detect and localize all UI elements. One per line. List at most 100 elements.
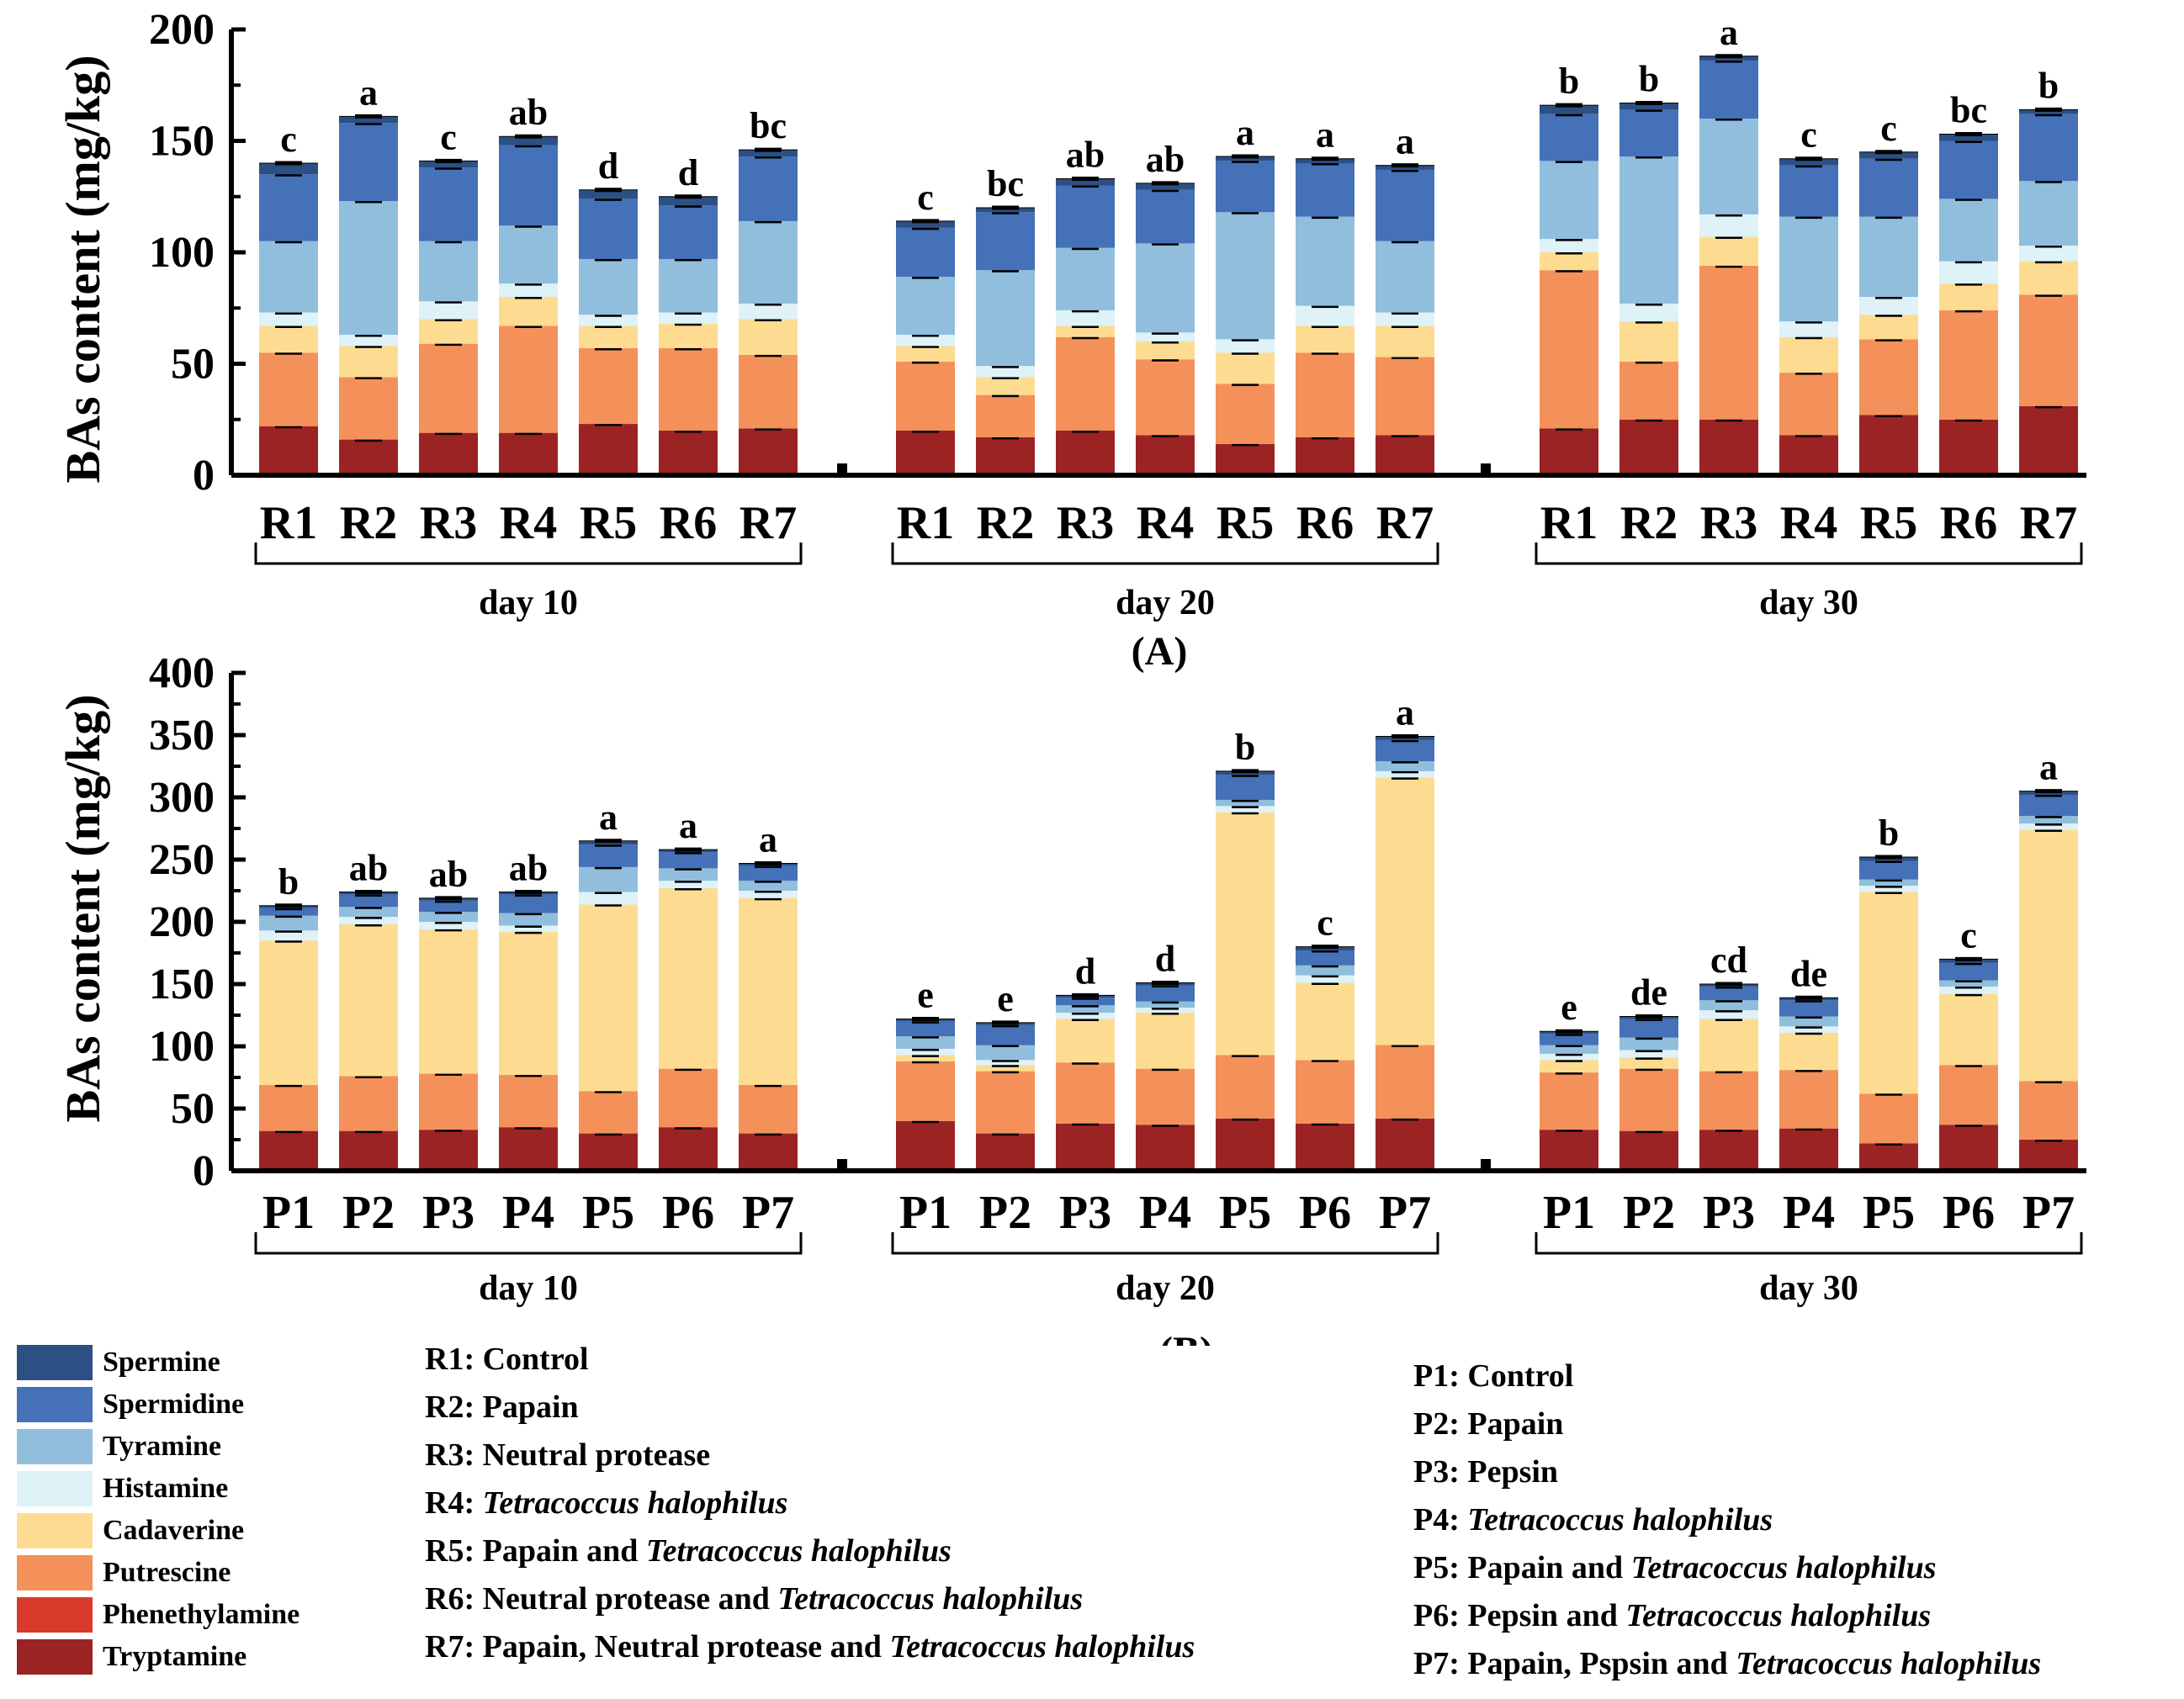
- bar-segment-spermidine: [1619, 1019, 1678, 1038]
- legend-label: Spermine: [103, 1347, 220, 1378]
- bar-segment-spermidine: [499, 894, 558, 913]
- significance-letter: ab: [1146, 139, 1185, 180]
- bar-segment-cadaverine: [1216, 812, 1275, 1056]
- bar-segment-histamine: [339, 335, 398, 347]
- x-tick-label: P1: [1543, 1187, 1595, 1239]
- bar-segment-histamine: [1939, 986, 1998, 994]
- y-tick-label: 250: [149, 836, 215, 884]
- significance-letter: ab: [509, 92, 548, 133]
- y-tick-label: 50: [171, 1085, 215, 1133]
- bar-segment-histamine: [1540, 1053, 1598, 1061]
- bar-segment-spermidine: [259, 908, 318, 916]
- treatment-code: R2:: [425, 1389, 475, 1425]
- bar-segment-histamine: [2019, 246, 2078, 262]
- x-tick-label: R2: [977, 497, 1034, 549]
- bar-segment-cadaverine: [1939, 283, 1998, 310]
- x-tick-label: P6: [1299, 1187, 1351, 1239]
- bar-segment-cadaverine: [659, 323, 718, 348]
- bar-segment-tryptamine: [896, 1120, 955, 1171]
- bar-segment-spermidine: [1216, 161, 1275, 213]
- bar-segment-tyramine: [339, 907, 398, 918]
- bar-segment-cadaverine: [1540, 1060, 1598, 1073]
- treatment-code: R6:: [425, 1581, 475, 1617]
- bar-segment-tryptamine: [579, 1133, 638, 1171]
- bar-segment-cadaverine: [1619, 321, 1678, 362]
- bar-segment-histamine: [1779, 321, 1838, 337]
- significance-letter: a: [599, 797, 618, 838]
- bar-segment-histamine: [499, 925, 558, 932]
- treatment-text: Papain, Neutral protease and: [474, 1629, 882, 1665]
- treatment-description: R4: Tetracoccus halophilus: [425, 1485, 787, 1522]
- bar-segment-spermine: [1619, 103, 1678, 110]
- bar-segment-spermidine: [1296, 950, 1354, 966]
- bar-segment-putrescine: [739, 354, 798, 429]
- bar-segment-tryptamine: [1939, 1125, 1998, 1171]
- legend-swatch: [17, 1345, 93, 1380]
- x-tick-label: R1: [897, 497, 954, 549]
- bar-segment-tryptamine: [659, 431, 718, 475]
- legend-item-spermidine: Spermidine: [17, 1385, 244, 1424]
- bar-segment-putrescine: [1939, 1065, 1998, 1125]
- significance-letter: d: [598, 146, 618, 187]
- bar-segment-tryptamine: [259, 426, 318, 475]
- treatment-text: Control: [1459, 1358, 1574, 1394]
- bar-segment-cadaverine: [739, 897, 798, 1085]
- bar-segment-tyramine: [1699, 119, 1758, 214]
- x-tick-label: R6: [1940, 497, 1997, 549]
- significance-letter: b: [1639, 58, 1659, 99]
- bar-segment-cadaverine: [339, 924, 398, 1077]
- significance-letter: ab: [349, 847, 388, 888]
- bar-segment-tryptamine: [1619, 1130, 1678, 1171]
- x-tick-label: P2: [342, 1187, 395, 1239]
- x-tick-label: P7: [1379, 1187, 1431, 1239]
- bar-segment-tyramine: [1540, 161, 1598, 240]
- treatment-species: Tetracoccus halophilus: [1623, 1550, 1937, 1585]
- bar-segment-putrescine: [1056, 336, 1115, 431]
- day-label: day 10: [479, 1269, 578, 1308]
- x-tick-label: P1: [899, 1187, 952, 1239]
- bar-segment-tyramine: [1779, 1016, 1838, 1027]
- bar-segment-cadaverine: [1699, 236, 1758, 266]
- treatment-description: P1: Control: [1413, 1358, 1573, 1395]
- bar-segment-histamine: [1699, 1010, 1758, 1019]
- bar-segment-spermidine: [1376, 739, 1434, 762]
- significance-letter: de: [1630, 971, 1667, 1013]
- bar-segment-histamine: [1619, 303, 1678, 322]
- bar-segment-putrescine: [1376, 1045, 1434, 1119]
- treatment-species: Tetracoccus halophilus: [474, 1485, 788, 1521]
- bar-segment-putrescine: [976, 1071, 1035, 1134]
- bar-segment-putrescine: [499, 326, 558, 433]
- bar-segment-histamine: [976, 366, 1035, 378]
- bar-segment-putrescine: [1296, 352, 1354, 437]
- bar-segment-spermine: [1939, 134, 1998, 141]
- significance-letter: c: [1800, 114, 1817, 156]
- bar-segment-cadaverine: [579, 326, 638, 348]
- bar-segment-spermidine: [1296, 163, 1354, 217]
- bar-segment-cadaverine: [259, 326, 318, 353]
- bar-segment-putrescine: [1136, 1068, 1195, 1125]
- bar-segment-spermine: [419, 161, 478, 168]
- bar-segment-cadaverine: [896, 1055, 955, 1061]
- panel-a-y-axis-title: BAs content (mg/kg): [56, 55, 110, 483]
- bar-segment-spermine: [1136, 183, 1195, 190]
- significance-letter: bc: [1950, 90, 1987, 131]
- bar-segment-histamine: [1056, 310, 1115, 326]
- x-tick-label: P4: [1783, 1187, 1835, 1239]
- bar-segment-spermidine: [1376, 169, 1434, 241]
- legend-swatch: [17, 1597, 93, 1633]
- bar-segment-tryptamine: [259, 1130, 318, 1171]
- bar-segment-spermine: [1376, 165, 1434, 170]
- x-tick-label: R5: [1217, 497, 1274, 549]
- x-tick-label: R7: [1376, 497, 1434, 549]
- treatment-code: R5:: [425, 1533, 475, 1569]
- bar-segment-spermidine: [659, 852, 718, 869]
- panel-a-day-brackets: day 10 day 20 day 30: [254, 543, 2083, 622]
- bar-segment-tryptamine: [1859, 415, 1918, 475]
- bar-segment-cadaverine: [259, 940, 318, 1085]
- legend-item-spermine: Spermine: [17, 1343, 220, 1382]
- bar-segment-putrescine: [259, 1084, 318, 1131]
- bar-segment-tryptamine: [1056, 431, 1115, 475]
- significance-letter: c: [1317, 902, 1333, 944]
- treatment-text: Papain and: [1459, 1550, 1624, 1585]
